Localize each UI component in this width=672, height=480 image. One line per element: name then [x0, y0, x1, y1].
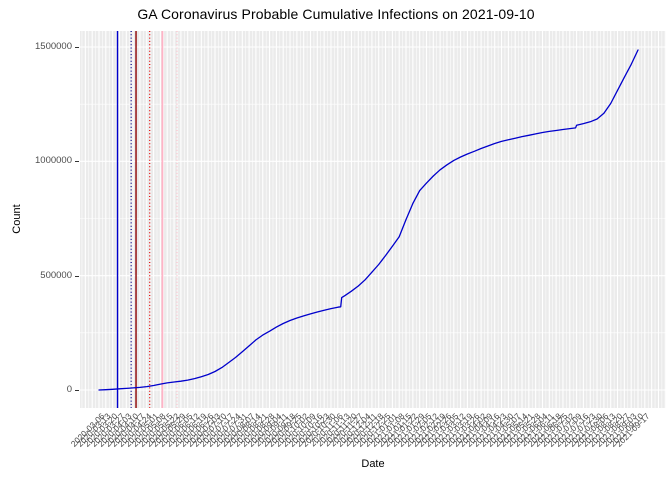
y-tick-label: 1500000 [35, 41, 72, 52]
plot-panel [80, 31, 666, 408]
x-axis-title: Date [361, 458, 385, 470]
panel-background [80, 31, 666, 408]
cumulative-infections-line [98, 49, 639, 391]
chart-title: GA Coronavirus Probable Cumulative Infec… [137, 6, 535, 22]
y-axis-title: Count [11, 204, 23, 234]
y-tick-mark [75, 390, 79, 391]
y-tick-mark [75, 161, 79, 163]
y-tick-mark [75, 275, 79, 277]
y-tick-label: 500000 [40, 269, 72, 281]
y-tick-label: 0 [66, 384, 72, 395]
y-tick-label: 1000000 [35, 155, 72, 167]
y-tick-mark [75, 47, 79, 48]
